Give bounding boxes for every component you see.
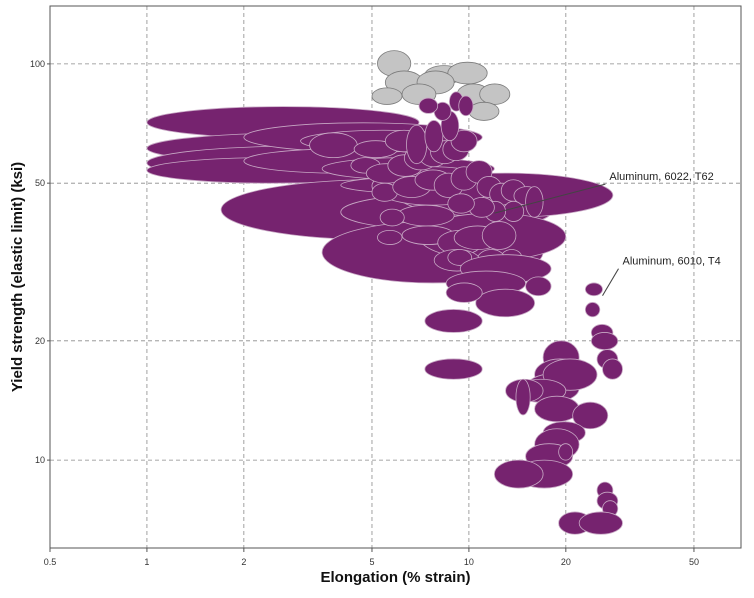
bubble[interactable] (584, 302, 601, 318)
bubble[interactable] (590, 332, 619, 351)
x-tick-label: 0.5 (44, 557, 57, 567)
x-tick-label: 10 (464, 557, 474, 567)
bubble[interactable] (447, 249, 473, 266)
annotation-label: Aluminum, 6022, T62 (609, 171, 713, 183)
y-tick-label: 20 (35, 336, 45, 346)
bubble[interactable] (445, 282, 483, 303)
tick-labels: 0.5 1 2 5 10 20 50 10 20 50 100 (30, 59, 699, 567)
bubble[interactable] (424, 120, 444, 153)
y-axis-label: Yield strength (elastic limit) (ksi) (9, 162, 26, 392)
bubble[interactable] (602, 358, 623, 380)
bubble[interactable] (447, 193, 475, 214)
bubble[interactable] (309, 132, 358, 159)
plot-frame (49, 5, 742, 549)
bubble[interactable] (481, 221, 517, 250)
annotation-leader-line (494, 183, 606, 214)
bubble[interactable] (475, 288, 536, 318)
y-tick-label: 100 (30, 59, 45, 69)
y-tick-label: 10 (35, 455, 45, 465)
bubble[interactable] (479, 83, 511, 105)
bubble[interactable] (515, 378, 531, 416)
bubble[interactable] (424, 309, 483, 333)
x-tick-label: 1 (144, 557, 149, 567)
bubbles-layer (146, 50, 623, 535)
bubble[interactable] (418, 97, 439, 114)
x-tick-label: 2 (241, 557, 246, 567)
y-tick-label: 50 (35, 178, 45, 188)
bubble[interactable] (584, 282, 603, 297)
x-tick-label: 20 (561, 557, 571, 567)
bubble[interactable] (525, 186, 544, 218)
bubble[interactable] (447, 61, 488, 85)
bubble[interactable] (525, 276, 552, 297)
bubble[interactable] (371, 87, 403, 105)
bubble[interactable] (450, 129, 478, 153)
bubble[interactable] (458, 95, 474, 117)
annotation-leader-line (602, 268, 619, 296)
annotations: Aluminum, 6022, T62 Aluminum, 6010, T4 (494, 171, 721, 296)
bubble[interactable] (572, 401, 609, 430)
bubble[interactable] (493, 459, 544, 489)
bubble[interactable] (503, 200, 525, 222)
bubble[interactable] (534, 395, 580, 423)
bubble[interactable] (558, 443, 574, 461)
bubble[interactable] (379, 208, 405, 227)
x-axis-label: Elongation (% strain) (321, 569, 471, 586)
bubble[interactable] (578, 511, 623, 535)
bubble[interactable] (406, 124, 428, 165)
x-tick-label: 5 (369, 557, 374, 567)
x-tick-label: 50 (689, 557, 699, 567)
bubble[interactable] (397, 204, 455, 227)
bubble[interactable] (377, 229, 403, 245)
bubble[interactable] (424, 358, 483, 380)
annotation-label: Aluminum, 6010, T4 (623, 256, 721, 268)
